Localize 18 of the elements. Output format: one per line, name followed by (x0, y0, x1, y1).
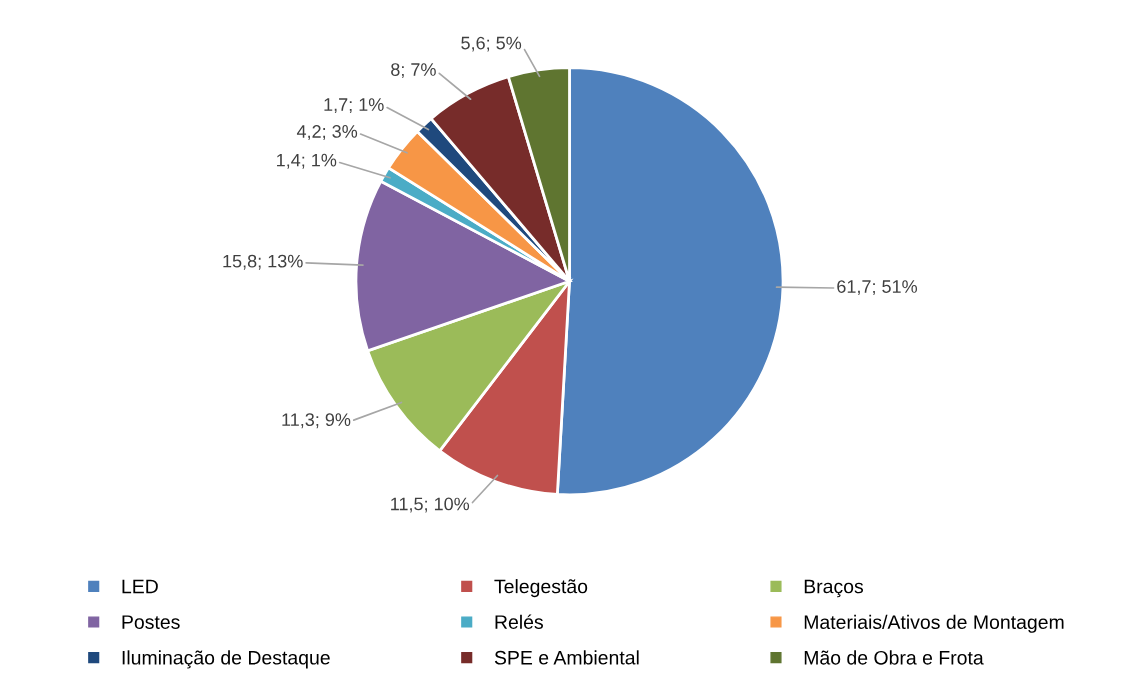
legend-label: Postes (122, 615, 180, 629)
data-label: 15,8; 13% (223, 254, 303, 270)
data-label: 11,5; 10% (391, 497, 470, 513)
data-label: 5,6; 5% (461, 36, 522, 52)
data-label: 11,3; 9% (282, 413, 351, 429)
legend-label: LED (122, 579, 158, 594)
data-label: 61,7; 51% (837, 280, 918, 296)
data-label: 4,2; 3% (296, 125, 358, 140)
legend-label: Iluminação de Destaque (122, 650, 330, 669)
legend-label: Relés (495, 614, 543, 629)
legend-label: SPE e Ambiental (494, 650, 639, 665)
legend-label: Telegestão (494, 579, 588, 598)
data-label: 8; 7% (391, 63, 436, 79)
legend-label: Materiais/Ativos de Montagem (804, 614, 1064, 633)
legend-label: Mão de Obra e Frota (804, 650, 984, 665)
data-label: 1,7; 1% (324, 98, 384, 114)
legend-label: Braços (804, 579, 864, 598)
data-label: 1,4; 1% (277, 153, 337, 169)
